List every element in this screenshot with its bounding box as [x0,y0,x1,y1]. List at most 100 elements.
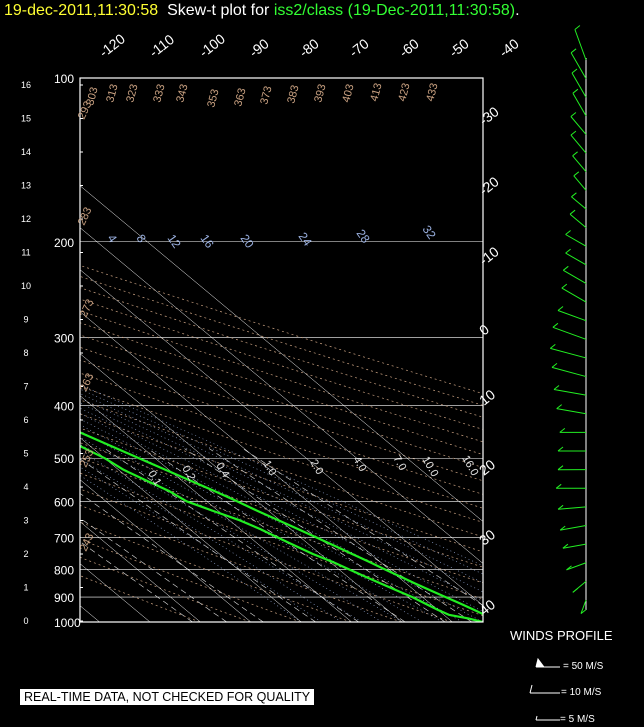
wind-barb [558,506,587,510]
mixing-ratio-label: 0.1 [145,469,163,488]
wind-barb [562,543,587,549]
wind-barb [574,29,587,61]
saturated-adiabat-label: 28 [354,227,373,246]
pressure-tick-label: 100 [54,72,74,86]
mixing-ratio-line [242,448,483,606]
height-tick-label: 0 [23,616,28,626]
isotherm [80,185,483,522]
wind-barb [571,196,587,210]
height-tick-label: 11 [21,248,30,258]
dry-adiabat [80,472,483,616]
mixing-ratio-line [80,517,227,622]
mixing-ratio-label: 0.2 [179,464,197,483]
isotherm [80,521,201,622]
mixing-ratio-label: 7.0 [390,454,408,473]
saturated-adiabat [80,393,483,584]
dewpoint-trace [80,444,483,622]
saturated-adiabat [80,402,483,602]
saturated-adiabat [80,443,382,622]
wind-barb-flag [551,363,558,368]
saturated-adiabat-label: 32 [420,223,439,242]
wind-barb [556,408,587,415]
wind-barb-flag [572,588,579,593]
dry-adiabat-label: 263 [78,372,97,394]
wind-barb-flag [572,151,578,157]
wind-legend-50: = 50 M/S [563,661,604,672]
saturated-adiabat [80,397,483,593]
wind-barb [563,269,587,284]
dry-adiabat-label: 313 [104,83,120,104]
wind-barb-flag [570,112,577,117]
temperature-tick-label: -20 [476,173,502,198]
wind-legend-5-barb [535,715,560,721]
height-tick-label: 12 [21,214,31,224]
temperature-tick-label: -70 [346,35,372,60]
title-period: . [515,2,520,19]
dry-adiabat [80,575,200,622]
height-tick-label: 8 [23,348,28,358]
isotherm [80,311,453,622]
wind-barb-flag [572,88,579,94]
temperature-tick-label: -110 [146,31,177,60]
mixing-ratio-line [209,448,472,622]
wind-barb [570,116,587,135]
dry-adiabat [80,359,483,495]
temperature-tick-label: -120 [96,30,128,60]
temperature-tick-label: -60 [396,35,422,60]
wind-barb-flag [556,404,563,409]
quality-disclaimer: REAL-TIME DATA, NOT CHECKED FOR QUALITY [20,689,315,705]
title-label: Skew-t plot for [167,2,270,19]
height-tick-label: 1 [23,583,28,593]
wind-barb-flag [571,68,578,74]
saturated-adiabat-label: 20 [238,232,257,251]
wind-barb [565,252,587,266]
temperature-tick-label: 0 [476,321,492,339]
wind-barb [561,287,587,303]
wind-barb-flag [574,25,581,30]
saturated-adiabat-label: 12 [165,232,184,251]
temperature-tick-label: 10 [476,386,498,408]
wind-legend-50-barb [535,657,560,668]
saturated-adiabat [80,458,342,622]
title-station: iss2/class [273,2,344,19]
grid-lines [80,185,483,622]
wind-barb-flag [570,130,577,136]
wind-barb [550,347,587,359]
title-station-time: (19-Dec-2011,11:30:58) [347,2,516,19]
winds-profile-title: WINDS PROFILE [510,628,613,643]
saturated-adiabat [80,424,443,622]
mixing-ratio-line [80,458,316,622]
dry-adiabat-label: 323 [124,83,140,104]
wind-barb-flag [580,609,587,614]
temperature-tick-label: -40 [496,35,522,60]
wind-legend-5: = 5 M/S [560,714,595,725]
isotherm [80,227,483,564]
mixing-ratio-label: 4.0 [350,455,368,474]
wind-barb-flag [549,344,556,349]
wind-barb-flag [557,446,564,452]
wind-barb-flag [562,543,569,549]
dry-adiabat-label: 423 [396,82,412,103]
wind-barb-flag [557,504,564,510]
dry-adiabat [80,276,483,406]
height-tick-label: 5 [23,449,28,459]
winds-profile [549,25,587,614]
wind-barb-flag [565,248,571,254]
mixing-ratio-line [184,448,446,622]
dry-adiabat-label: 303 [84,86,100,107]
plot-frame [79,77,484,623]
wind-barb [570,134,587,154]
temperature-tick-label: 40 [476,596,498,618]
height-tick-label: 16 [21,80,31,90]
wind-barb-flag [553,385,560,390]
dry-adiabat-label: 333 [151,83,167,104]
saturated-adiabat [80,437,403,622]
mixing-ratio-label: 2.0 [307,458,325,477]
pressure-tick-label: 900 [54,591,74,605]
wind-barb-flag [559,525,566,531]
pressure-tick-label: 300 [54,332,74,346]
pressure-tick-label: 1000 [54,616,81,630]
wind-barb [572,92,587,117]
title-date: 19-dec-2011,11:30:58 [4,2,159,19]
pressure-tick-label: 600 [54,495,74,509]
